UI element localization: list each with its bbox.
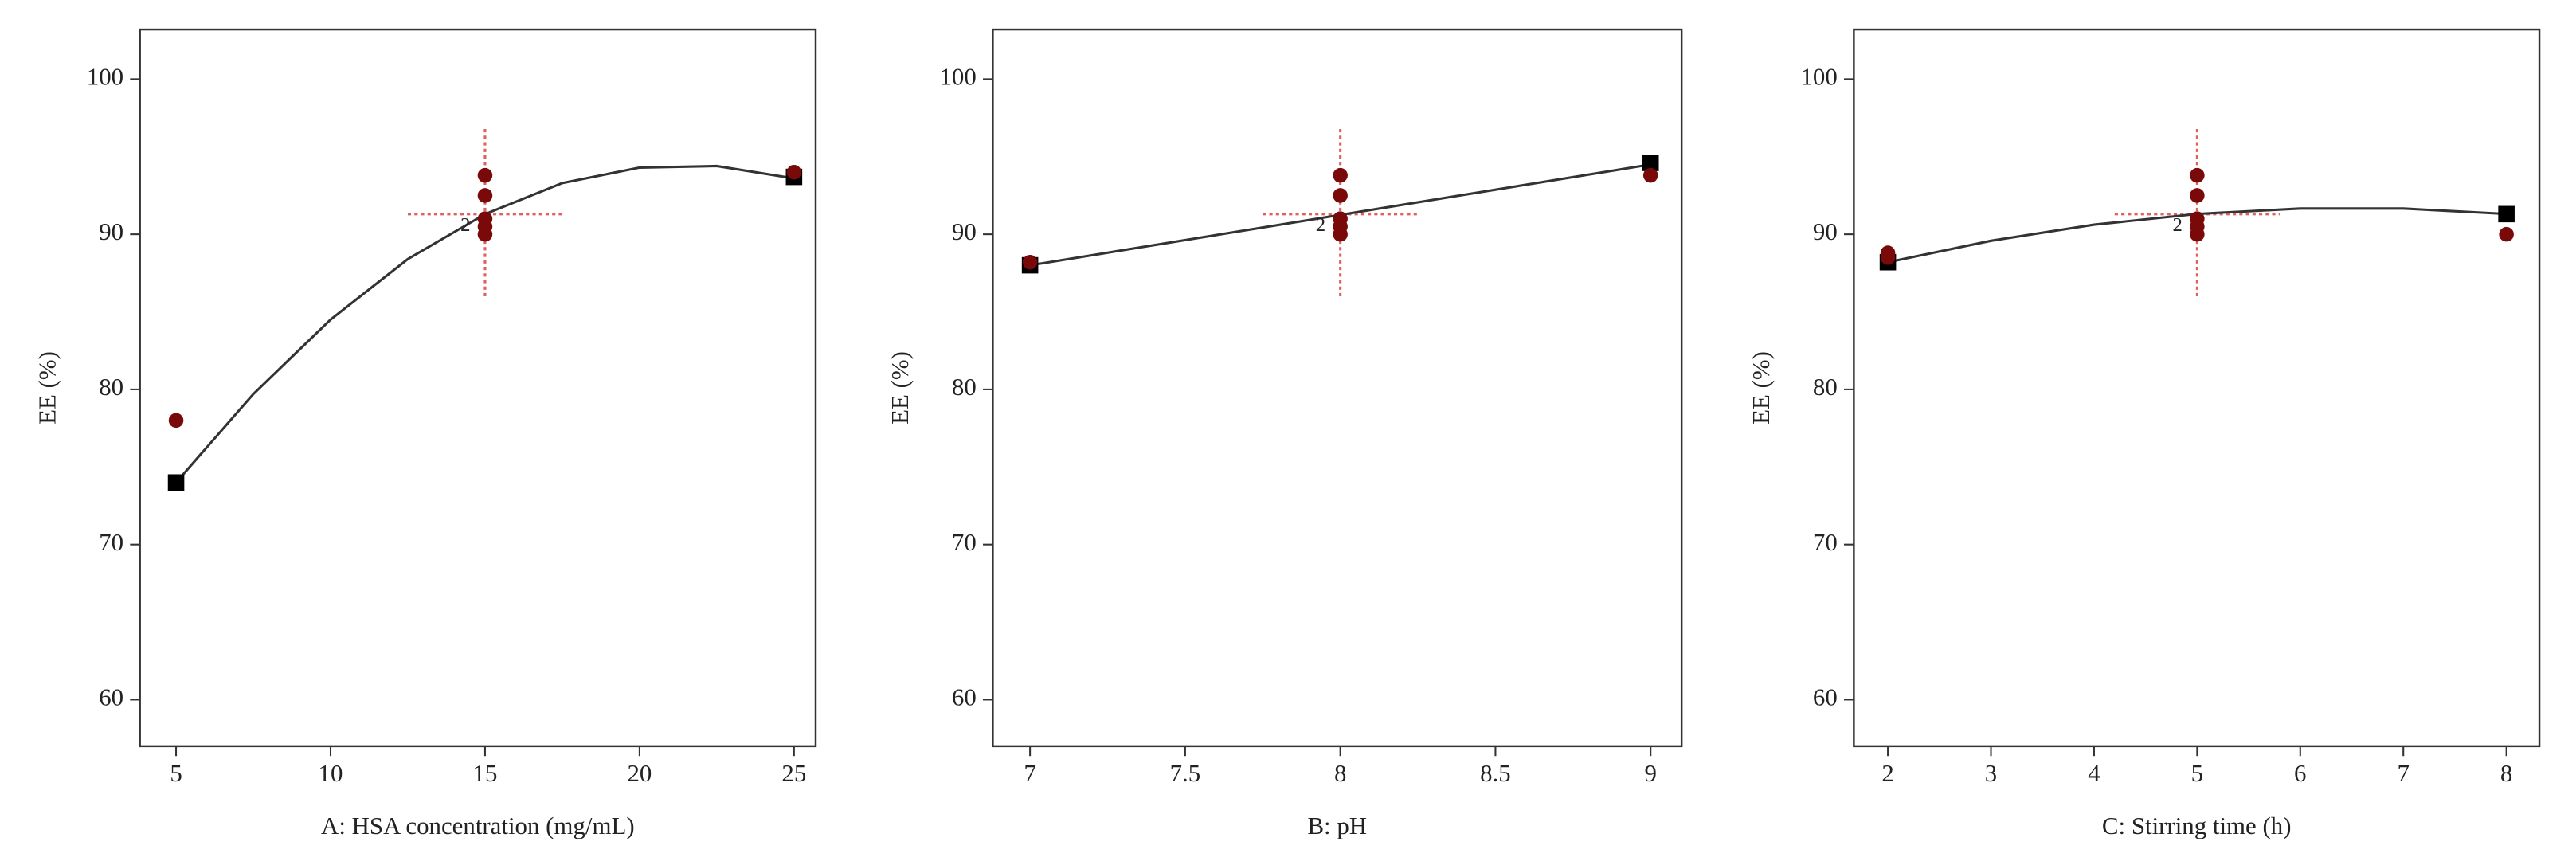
actual-point bbox=[1333, 188, 1348, 203]
actual-point bbox=[1880, 250, 1896, 265]
y-tick-label: 90 bbox=[952, 217, 977, 245]
y-tick-label: 80 bbox=[952, 373, 977, 401]
actual-point bbox=[2190, 167, 2205, 183]
y-tick-label: 60 bbox=[99, 683, 123, 711]
actual-point bbox=[2499, 226, 2514, 242]
x-tick-label: 4 bbox=[2088, 759, 2100, 787]
y-tick-label: 70 bbox=[99, 528, 123, 556]
x-tick-label: 15 bbox=[473, 759, 498, 787]
x-axis-label: C: Stirring time (h) bbox=[2102, 812, 2292, 839]
x-tick-label: 8 bbox=[2500, 759, 2512, 787]
y-tick-label: 80 bbox=[1813, 373, 1838, 401]
actual-point bbox=[1022, 254, 1038, 270]
predicted-point bbox=[1642, 155, 1659, 171]
plot-frame bbox=[139, 28, 817, 748]
y-tick-label: 80 bbox=[99, 373, 123, 401]
y-tick-label: 60 bbox=[952, 683, 977, 711]
y-axis-label: EE (%) bbox=[886, 351, 914, 425]
actual-point bbox=[477, 188, 493, 203]
y-tick-label: 90 bbox=[99, 217, 123, 245]
plot-frame bbox=[992, 28, 1683, 748]
x-tick-label: 7.5 bbox=[1170, 759, 1201, 787]
actual-point bbox=[1333, 226, 1348, 242]
actual-point bbox=[1333, 167, 1348, 183]
x-tick-label: 6 bbox=[2294, 759, 2306, 787]
actual-point bbox=[1642, 167, 1658, 183]
x-tick-label: 25 bbox=[781, 759, 806, 787]
y-tick-label: 100 bbox=[1800, 62, 1837, 90]
x-tick-label: 8.5 bbox=[1480, 759, 1511, 787]
actual-point bbox=[2190, 188, 2205, 203]
x-tick-label: 7 bbox=[1024, 759, 1035, 787]
predicted-point bbox=[2498, 205, 2515, 223]
actual-point bbox=[2190, 226, 2205, 242]
actual-point bbox=[786, 164, 802, 180]
x-tick-label: 2 bbox=[1881, 759, 1893, 787]
x-tick-label: 3 bbox=[1985, 759, 1997, 787]
actual-point bbox=[477, 167, 493, 183]
x-tick-label: 20 bbox=[627, 759, 652, 787]
actual-point bbox=[168, 413, 184, 429]
x-axis-label: B: pH bbox=[1307, 812, 1367, 839]
y-tick-label: 100 bbox=[939, 62, 976, 90]
point-count-label: 2 bbox=[2172, 214, 2182, 236]
y-tick-label: 70 bbox=[1813, 528, 1838, 556]
x-tick-label: 9 bbox=[1644, 759, 1656, 787]
x-tick-label: 5 bbox=[170, 759, 182, 787]
y-tick-label: 60 bbox=[1813, 683, 1838, 711]
y-tick-label: 100 bbox=[87, 62, 123, 90]
y-tick-label: 70 bbox=[952, 528, 977, 556]
x-tick-label: 7 bbox=[2397, 759, 2409, 787]
x-tick-label: 8 bbox=[1334, 759, 1346, 787]
x-tick-label: 10 bbox=[319, 759, 343, 787]
x-tick-label: 5 bbox=[2191, 759, 2203, 787]
y-axis-label: EE (%) bbox=[33, 351, 61, 425]
point-count-label: 2 bbox=[460, 214, 470, 236]
y-axis-label: EE (%) bbox=[1747, 351, 1775, 425]
x-axis-label: A: HSA concentration (mg/mL) bbox=[321, 812, 635, 839]
y-tick-label: 90 bbox=[1813, 217, 1838, 245]
predicted-point bbox=[167, 474, 185, 491]
actual-point bbox=[477, 226, 493, 242]
point-count-label: 2 bbox=[1316, 214, 1325, 236]
